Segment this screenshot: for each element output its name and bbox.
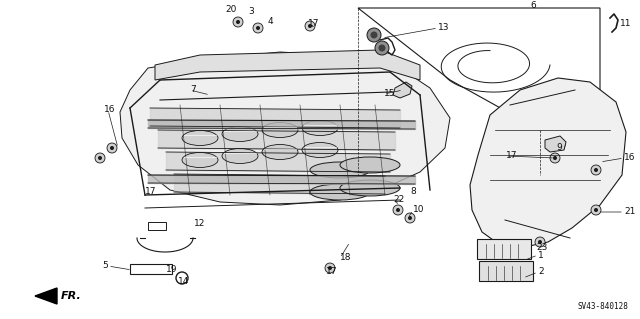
Circle shape: [550, 153, 560, 163]
Text: 6: 6: [530, 1, 536, 10]
Text: 12: 12: [194, 219, 205, 228]
Polygon shape: [393, 82, 412, 98]
Text: 14: 14: [178, 278, 189, 286]
Ellipse shape: [182, 152, 218, 167]
Circle shape: [555, 140, 565, 150]
Text: 7: 7: [190, 85, 196, 94]
Text: 10: 10: [413, 205, 424, 214]
Circle shape: [594, 168, 598, 172]
Text: 23: 23: [536, 243, 547, 253]
Circle shape: [325, 263, 335, 273]
Circle shape: [538, 240, 542, 244]
Ellipse shape: [222, 127, 258, 142]
Circle shape: [591, 205, 601, 215]
Ellipse shape: [302, 121, 338, 136]
Circle shape: [253, 23, 263, 33]
Text: 17: 17: [308, 19, 319, 28]
Circle shape: [535, 237, 545, 247]
Ellipse shape: [222, 149, 258, 164]
Ellipse shape: [302, 143, 338, 158]
Text: 17: 17: [506, 152, 518, 160]
Ellipse shape: [340, 180, 400, 196]
Circle shape: [95, 153, 105, 163]
Text: 5: 5: [102, 262, 108, 271]
Text: FR.: FR.: [61, 291, 82, 301]
Text: 4: 4: [268, 18, 274, 26]
Text: 2: 2: [538, 268, 543, 277]
Circle shape: [396, 208, 400, 212]
Circle shape: [408, 216, 412, 220]
Text: 3: 3: [248, 8, 253, 17]
Circle shape: [367, 28, 381, 42]
Polygon shape: [35, 288, 57, 304]
Ellipse shape: [310, 162, 370, 178]
Text: 9: 9: [556, 144, 562, 152]
Ellipse shape: [182, 130, 218, 145]
Circle shape: [405, 213, 415, 223]
Text: 11: 11: [620, 19, 632, 28]
Circle shape: [591, 165, 601, 175]
Circle shape: [594, 208, 598, 212]
Text: 1: 1: [538, 250, 544, 259]
Text: 8: 8: [410, 188, 416, 197]
Text: 18: 18: [340, 254, 351, 263]
Ellipse shape: [262, 122, 298, 137]
Text: 15: 15: [384, 90, 396, 99]
Circle shape: [308, 24, 312, 28]
Circle shape: [558, 143, 562, 147]
Polygon shape: [470, 78, 626, 248]
Circle shape: [371, 32, 378, 39]
Circle shape: [236, 20, 240, 24]
Circle shape: [233, 17, 243, 27]
Text: 16: 16: [104, 106, 115, 115]
Text: 21: 21: [624, 207, 636, 217]
Text: 17: 17: [326, 268, 337, 277]
Circle shape: [98, 156, 102, 160]
Ellipse shape: [340, 157, 400, 173]
Circle shape: [256, 26, 260, 30]
Circle shape: [378, 44, 385, 51]
Text: 20: 20: [225, 5, 236, 14]
Text: 22: 22: [393, 196, 404, 204]
Polygon shape: [545, 136, 566, 152]
Circle shape: [107, 143, 117, 153]
Circle shape: [328, 266, 332, 270]
Circle shape: [110, 146, 114, 150]
Text: 19: 19: [166, 265, 177, 275]
Circle shape: [375, 41, 389, 55]
Polygon shape: [120, 52, 450, 205]
Polygon shape: [155, 50, 420, 80]
Ellipse shape: [310, 184, 370, 200]
Circle shape: [305, 21, 315, 31]
Text: SV43-840128: SV43-840128: [577, 302, 628, 311]
Text: 13: 13: [438, 24, 449, 33]
Text: 16: 16: [624, 153, 636, 162]
Circle shape: [393, 205, 403, 215]
FancyBboxPatch shape: [477, 239, 531, 259]
Circle shape: [553, 156, 557, 160]
Ellipse shape: [262, 145, 298, 160]
Text: 17: 17: [145, 188, 157, 197]
FancyBboxPatch shape: [479, 261, 533, 281]
